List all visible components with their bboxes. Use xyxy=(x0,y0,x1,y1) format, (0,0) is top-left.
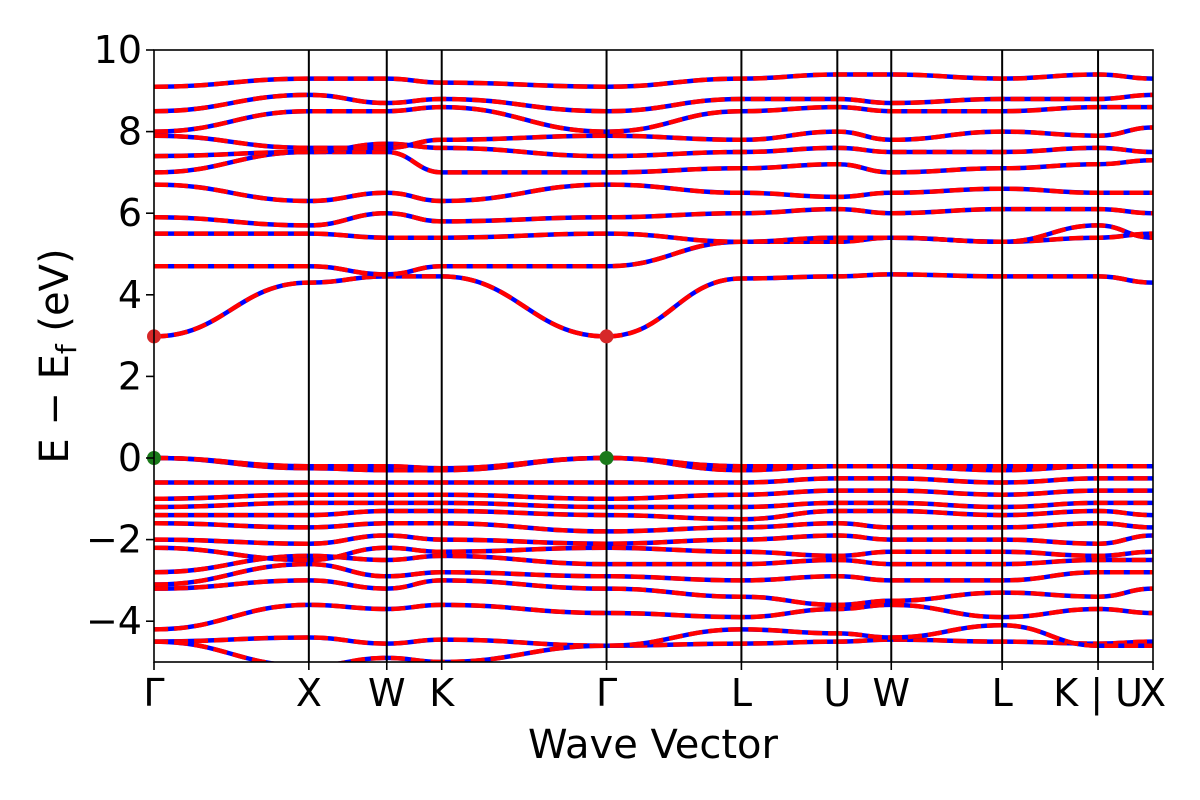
y-tick-label: 2 xyxy=(118,354,142,398)
x-tick-label: Γ xyxy=(143,671,164,715)
y-axis-label-sub: f xyxy=(50,343,83,354)
y-axis: −4 −2 0 2 4 6 8 10 xyxy=(86,28,154,643)
y-tick-label: 8 xyxy=(118,110,142,154)
plot-frame xyxy=(153,49,1154,663)
band-16-spin-up xyxy=(154,231,1153,277)
y-tick-label: 6 xyxy=(118,191,142,235)
band-20-spin-up xyxy=(154,149,1153,175)
band-14-spin-up xyxy=(154,455,1153,471)
y-tick-label: −4 xyxy=(86,599,142,643)
x-tick-label: K | U xyxy=(1053,671,1143,716)
x-axis-label: Wave Vector xyxy=(528,722,779,768)
x-tick-label: Γ xyxy=(596,671,617,715)
band-19-spin-up xyxy=(154,182,1153,204)
band-22-spin-up xyxy=(154,125,1153,151)
band-13-spin-up xyxy=(154,455,1153,473)
band-3-spin-up xyxy=(154,578,1153,608)
x-tick-label: W xyxy=(368,671,406,715)
band-7-spin-up xyxy=(154,533,1153,546)
band-2-spin-up xyxy=(154,602,1153,632)
band-8-spin-up xyxy=(154,521,1153,534)
band-11-spin-up xyxy=(154,488,1153,502)
vbm-marker xyxy=(599,451,614,465)
band-5-spin-up xyxy=(154,553,1153,575)
y-tick-label: 10 xyxy=(94,28,142,72)
cbm-marker xyxy=(599,329,614,344)
bands-layer xyxy=(154,72,1153,662)
y-tick-label: 4 xyxy=(118,273,142,317)
band-1-spin-up xyxy=(154,623,1153,662)
y-tick-label: −2 xyxy=(86,518,142,562)
band-18-spin-up xyxy=(154,206,1153,228)
kpoint-lines xyxy=(307,50,1100,662)
y-axis-label: E − Ef (eV) xyxy=(32,248,83,463)
band-4-spin-up xyxy=(154,561,1153,587)
x-tick-label: K xyxy=(429,671,455,715)
x-tick-label: L xyxy=(992,671,1013,715)
y-axis-label-main: E − E xyxy=(32,354,78,464)
band-9-spin-up xyxy=(154,508,1153,522)
extrema-markers xyxy=(147,329,614,465)
x-tick-label: L xyxy=(731,671,752,715)
x-tick-label: X xyxy=(296,671,322,715)
band-12-spin-up xyxy=(154,476,1153,485)
x-tick-label: W xyxy=(872,671,910,715)
x-tick-label: U xyxy=(823,671,851,715)
x-tick-label: X xyxy=(1140,671,1166,715)
band-6-spin-up xyxy=(154,545,1153,563)
band-0-spin-up xyxy=(154,635,1153,648)
band-17-spin-up xyxy=(154,223,1153,245)
band-24-spin-up xyxy=(154,92,1153,114)
band-10-spin-up xyxy=(154,500,1153,510)
band-25-spin-up xyxy=(154,72,1153,89)
band-23-spin-up xyxy=(154,104,1153,134)
y-tick-label: 0 xyxy=(118,436,142,480)
y-axis-label-unit: (eV) xyxy=(32,248,78,344)
